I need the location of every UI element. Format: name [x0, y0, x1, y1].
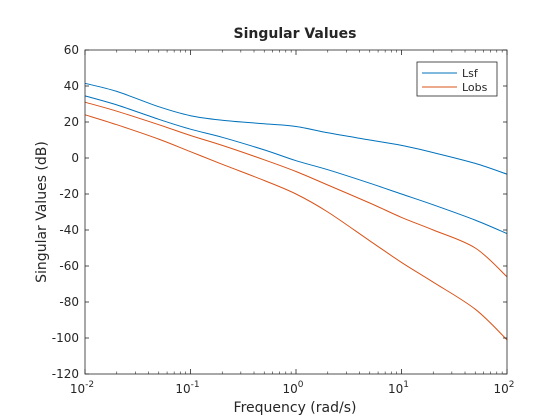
series-line-2	[84, 95, 508, 235]
legend-label-lobs: Lobs	[462, 81, 488, 94]
y-tick-label: -20	[59, 187, 79, 201]
y-tick-label: 60	[64, 43, 79, 57]
y-tick-label: -40	[59, 223, 79, 237]
x-tick-label: 102	[493, 380, 514, 396]
legend-box	[416, 61, 498, 97]
y-tick-label: 20	[64, 115, 79, 129]
x-axis-label: Frequency (rad/s)	[234, 400, 357, 416]
y-tick-label: -120	[52, 367, 79, 381]
x-tick-label: 10-1	[175, 380, 199, 396]
x-tick-label: 101	[388, 380, 409, 396]
y-tick-label: 40	[64, 79, 79, 93]
x-tick-label: 10-2	[70, 380, 94, 396]
series-line-3	[84, 101, 508, 278]
y-tick-label: -80	[59, 295, 79, 309]
y-tick-label: 0	[71, 151, 79, 165]
y-tick-label: -60	[59, 259, 79, 273]
x-tick-label: 100	[282, 380, 303, 396]
series-line-1	[84, 82, 508, 175]
chart-title: Singular Values	[234, 26, 357, 42]
series-line-4	[84, 114, 508, 341]
axes-background	[85, 50, 507, 374]
legend-label-lsf: Lsf	[462, 67, 479, 80]
y-tick-label: -100	[52, 331, 79, 345]
y-axis-label: Singular Values (dB)	[34, 141, 50, 283]
